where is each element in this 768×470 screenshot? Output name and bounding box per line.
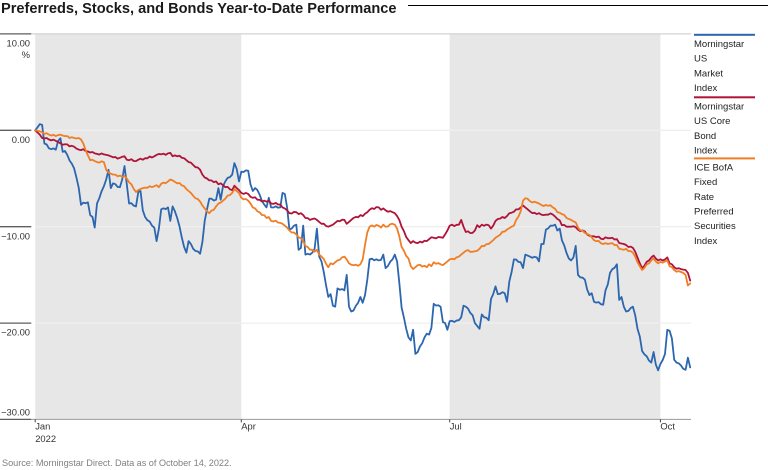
svg-text:US Core: US Core — [694, 116, 730, 127]
svg-text:Securities: Securities — [694, 221, 736, 232]
svg-text:Jan: Jan — [35, 421, 50, 432]
svg-text:Rate: Rate — [694, 192, 714, 203]
svg-text:Oct: Oct — [660, 421, 675, 432]
svg-text:Index: Index — [694, 145, 717, 156]
svg-text:Jul: Jul — [450, 421, 462, 432]
svg-text:10.00: 10.00 — [7, 38, 30, 49]
svg-text:Bond: Bond — [694, 131, 716, 142]
svg-text:Apr: Apr — [241, 421, 256, 432]
svg-text:Index: Index — [694, 83, 717, 94]
svg-text:0.00: 0.00 — [12, 134, 30, 145]
svg-text:%: % — [22, 49, 30, 60]
svg-text:ICE BofA: ICE BofA — [694, 163, 734, 174]
svg-text:−10.00: −10.00 — [1, 230, 30, 241]
svg-text:Preferred: Preferred — [694, 207, 734, 218]
svg-text:US: US — [694, 54, 707, 65]
svg-text:2022: 2022 — [35, 433, 56, 444]
svg-text:Market: Market — [694, 68, 723, 79]
svg-text:−20.00: −20.00 — [1, 327, 30, 338]
svg-text:Index: Index — [694, 236, 717, 247]
svg-text:−30.00: −30.00 — [1, 407, 30, 418]
svg-text:Fixed: Fixed — [694, 177, 717, 188]
svg-text:Morningstar: Morningstar — [694, 39, 744, 50]
svg-text:Morningstar: Morningstar — [694, 102, 744, 113]
